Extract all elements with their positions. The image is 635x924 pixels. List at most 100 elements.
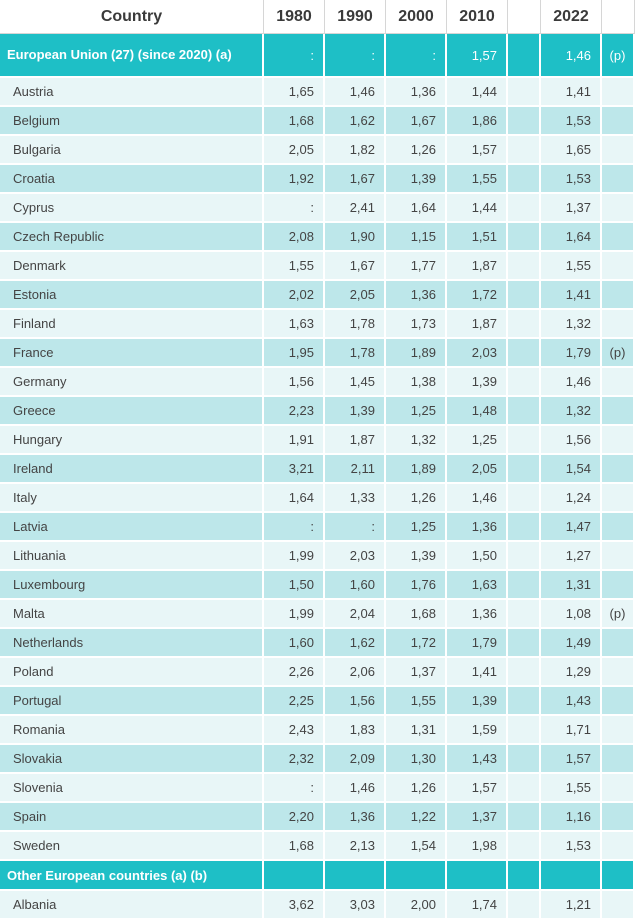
header-1980[interactable]: 1980 xyxy=(264,0,325,34)
gap-cell xyxy=(508,803,541,832)
country-name: Slovenia xyxy=(0,774,264,803)
country-name: Germany xyxy=(0,368,264,397)
value-2010: 1,37 xyxy=(447,803,508,832)
value-1990: : xyxy=(325,513,386,542)
value-2000: 1,36 xyxy=(386,281,447,310)
value-1980: 2,20 xyxy=(264,803,325,832)
eu-value-2022: 1,46 xyxy=(541,34,602,78)
flag-cell xyxy=(602,165,635,194)
value-2000: 1,36 xyxy=(386,78,447,107)
country-name: Netherlands xyxy=(0,629,264,658)
flag-cell xyxy=(602,803,635,832)
value-2010: 1,50 xyxy=(447,542,508,571)
country-name: Poland xyxy=(0,658,264,687)
header-2022[interactable]: 2022 xyxy=(541,0,602,34)
value-2010: 1,79 xyxy=(447,629,508,658)
header-row: Country 1980 1990 2000 2010 2022 xyxy=(0,0,635,34)
flag-cell xyxy=(602,891,635,920)
section-label: Other European countries (a) (b) xyxy=(0,861,264,891)
value-2010: 1,44 xyxy=(447,78,508,107)
value-2010: 1,87 xyxy=(447,252,508,281)
header-2000[interactable]: 2000 xyxy=(386,0,447,34)
value-1990: 2,03 xyxy=(325,542,386,571)
value-1990: 1,90 xyxy=(325,223,386,252)
country-name: Estonia xyxy=(0,281,264,310)
country-name: Austria xyxy=(0,78,264,107)
gap-cell xyxy=(508,252,541,281)
value-2010: 1,86 xyxy=(447,107,508,136)
table-row: Austria 1,65 1,46 1,36 1,44 1,41 xyxy=(0,78,635,107)
value-2010: 1,39 xyxy=(447,687,508,716)
value-1980: 1,55 xyxy=(264,252,325,281)
table-row: Cyprus:2,41 1,64 1,44 1,37 xyxy=(0,194,635,223)
gap-cell xyxy=(508,629,541,658)
country-name: Albania xyxy=(0,891,264,920)
value-1980: 1,68 xyxy=(264,107,325,136)
header-country[interactable]: Country xyxy=(0,0,264,34)
value-1990: 1,62 xyxy=(325,629,386,658)
value-2022: 1,71 xyxy=(541,716,602,745)
section-cell xyxy=(325,861,386,891)
flag-cell xyxy=(602,832,635,861)
value-2010: 1,87 xyxy=(447,310,508,339)
value-2000: 1,25 xyxy=(386,513,447,542)
flag-cell xyxy=(602,107,635,136)
gap-cell xyxy=(508,165,541,194)
value-1980: 1,63 xyxy=(264,310,325,339)
value-1980: 1,99 xyxy=(264,600,325,629)
value-2022: 1,08 xyxy=(541,600,602,629)
value-1980: 2,08 xyxy=(264,223,325,252)
value-1990: 2,04 xyxy=(325,600,386,629)
gap-cell xyxy=(508,223,541,252)
table-row: Slovakia 2,32 2,09 1,30 1,43 1,57 xyxy=(0,745,635,774)
table-row: Belgium 1,68 1,62 1,67 1,86 1,53 xyxy=(0,107,635,136)
value-2022: 1,24 xyxy=(541,484,602,513)
value-1980: 1,56 xyxy=(264,368,325,397)
country-name: Denmark xyxy=(0,252,264,281)
table-row: Malta 1,99 2,04 1,68 1,36 1,08 (p) xyxy=(0,600,635,629)
table-row: Sweden 1,68 2,13 1,54 1,98 1,53 xyxy=(0,832,635,861)
value-2000: 1,39 xyxy=(386,542,447,571)
value-1990: 1,45 xyxy=(325,368,386,397)
value-1990: 1,83 xyxy=(325,716,386,745)
flag-cell xyxy=(602,397,635,426)
table-row: Albania 3,62 3,03 2,00 1,74 1,21 xyxy=(0,891,635,920)
country-name: Italy xyxy=(0,484,264,513)
value-2022: 1,57 xyxy=(541,745,602,774)
flag-cell xyxy=(602,629,635,658)
flag-cell xyxy=(602,194,635,223)
gap-cell xyxy=(508,107,541,136)
value-1990: 1,78 xyxy=(325,339,386,368)
value-1980: 1,99 xyxy=(264,542,325,571)
gap-cell xyxy=(508,368,541,397)
value-2000: 1,68 xyxy=(386,600,447,629)
value-1990: 1,67 xyxy=(325,252,386,281)
gap-cell xyxy=(508,745,541,774)
value-2000: 1,26 xyxy=(386,484,447,513)
value-2010: 1,57 xyxy=(447,136,508,165)
value-2000: 1,64 xyxy=(386,194,447,223)
value-2000: 1,55 xyxy=(386,687,447,716)
value-2000: 1,39 xyxy=(386,165,447,194)
value-1980: 1,64 xyxy=(264,484,325,513)
flag-cell xyxy=(602,484,635,513)
value-1990: 1,36 xyxy=(325,803,386,832)
table-row: Luxembourg 1,50 1,60 1,76 1,63 1,31 xyxy=(0,571,635,600)
value-2022: 1,29 xyxy=(541,658,602,687)
table-row: Romania 2,43 1,83 1,31 1,59 1,71 xyxy=(0,716,635,745)
table-row: Ireland 3,21 2,11 1,89 2,05 1,54 xyxy=(0,455,635,484)
flag-cell xyxy=(602,252,635,281)
gap-cell xyxy=(508,310,541,339)
section-cell xyxy=(508,861,541,891)
country-name: Romania xyxy=(0,716,264,745)
gap-cell xyxy=(508,455,541,484)
gap-cell xyxy=(508,194,541,223)
value-2010: 1,55 xyxy=(447,165,508,194)
value-2000: 1,37 xyxy=(386,658,447,687)
gap-cell xyxy=(508,832,541,861)
value-1980: 3,62 xyxy=(264,891,325,920)
header-1990[interactable]: 1990 xyxy=(325,0,386,34)
value-2000: 1,76 xyxy=(386,571,447,600)
country-name: Malta xyxy=(0,600,264,629)
header-2010[interactable]: 2010 xyxy=(447,0,508,34)
